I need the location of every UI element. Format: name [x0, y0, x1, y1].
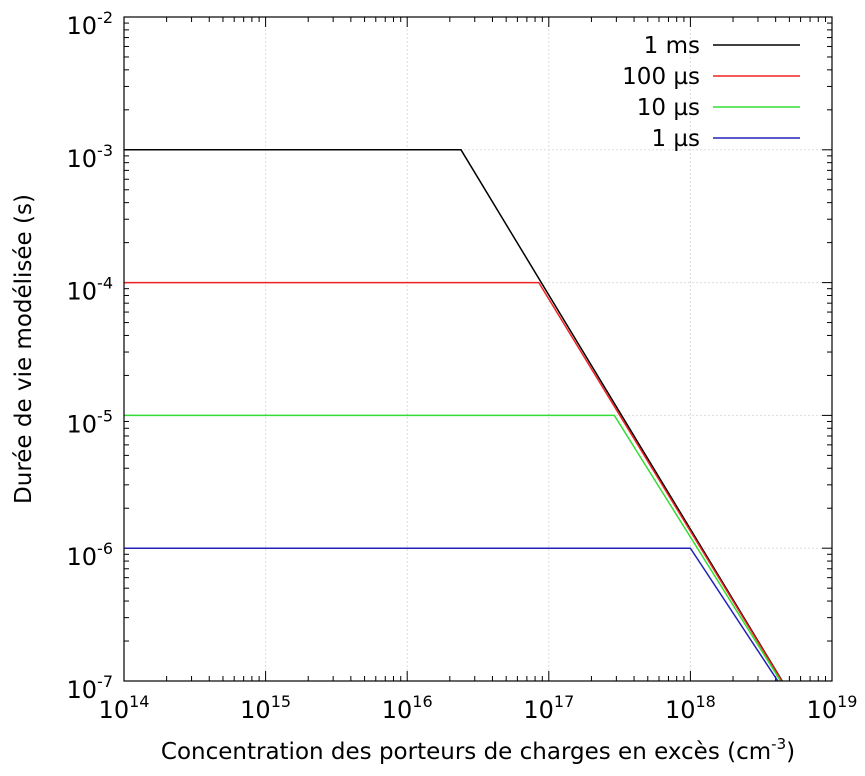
legend-label: 100 µs	[622, 64, 700, 90]
y-axis-title: Durée de vie modélisée (s)	[11, 194, 37, 504]
major-ticks	[123, 16, 833, 682]
y-tick-label: 10-3	[67, 141, 114, 173]
legend-label: 10 µs	[637, 95, 700, 121]
legend-label: 1 µs	[651, 126, 700, 152]
series-line-2	[124, 414, 782, 681]
x-tick-label: 1017	[523, 692, 574, 724]
x-tick-label: 1014	[99, 692, 150, 724]
y-tick-labels: 10-7 10-6 10-5 10-4 10-3 10-2	[67, 8, 114, 704]
y-tick-label: 10-5	[67, 406, 114, 438]
y-tick-label: 10-7	[67, 672, 114, 704]
legend: 1 ms 100 µs 10 µs 1 µs	[622, 33, 800, 152]
x-tick-label: 1015	[240, 692, 291, 724]
x-tick-label: 1016	[382, 692, 433, 724]
x-tick-labels: 1014 1015 1016 1017 1018 1019	[99, 692, 858, 724]
minor-ticks	[124, 17, 832, 681]
y-tick-label: 10-6	[67, 539, 114, 571]
series-line-0	[124, 149, 784, 681]
x-tick-label: 1019	[807, 692, 858, 724]
legend-label: 1 ms	[644, 33, 700, 59]
grid-lines	[124, 17, 832, 681]
x-axis-title: Concentration des porteurs de charges en…	[161, 735, 795, 765]
y-tick-label: 10-4	[67, 274, 114, 306]
series-lines	[124, 149, 784, 681]
x-tick-label: 1018	[665, 692, 716, 724]
y-tick-label: 10-2	[67, 8, 114, 40]
series-line-3	[124, 547, 779, 681]
plot-frame	[123, 16, 833, 682]
series-line-1	[124, 281, 783, 681]
